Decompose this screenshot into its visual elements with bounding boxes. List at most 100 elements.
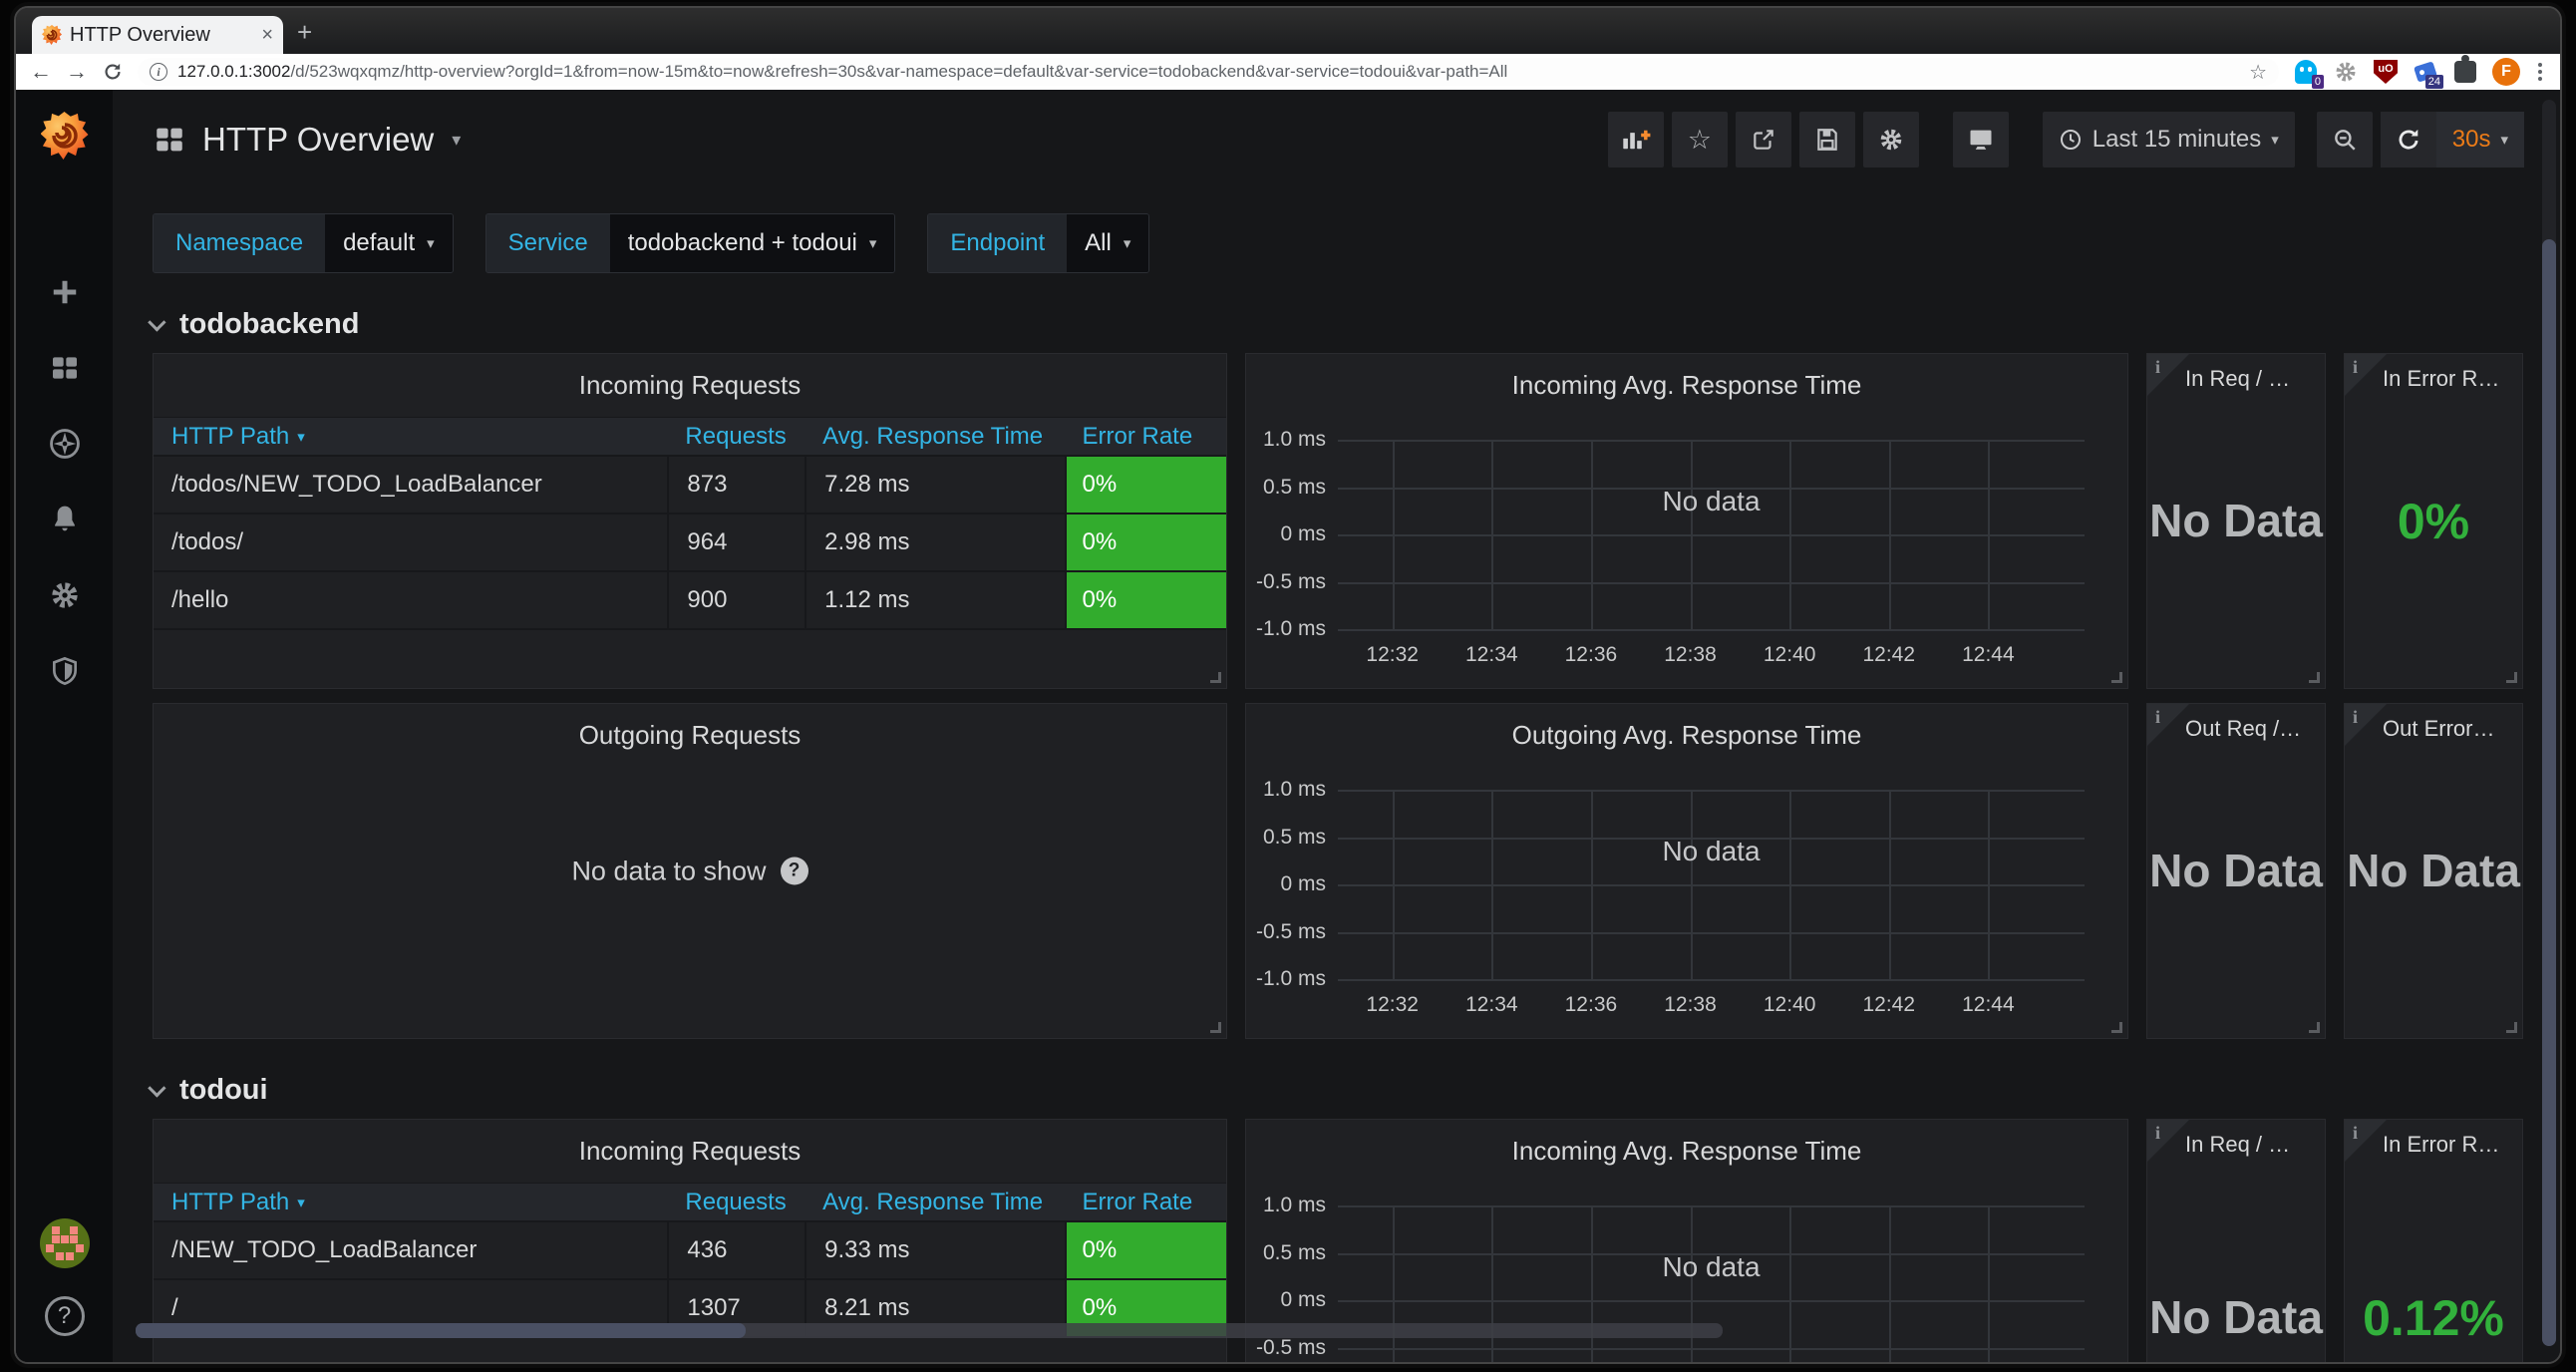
panel-in-error-rate-todoui[interactable]: i In Error R… 0.12%: [2344, 1119, 2523, 1362]
endpoint-value[interactable]: All▾: [1067, 214, 1148, 272]
panel-incoming-requests-todobackend[interactable]: Incoming Requests HTTP Path▾ Requests Av…: [153, 353, 1227, 689]
sidebar: ?: [16, 90, 113, 1362]
browser-tab[interactable]: HTTP Overview ×: [32, 16, 283, 54]
profile-avatar[interactable]: F: [2492, 58, 2520, 86]
dashboard-title-group[interactable]: HTTP Overview ▾: [153, 121, 461, 159]
sidebar-create-icon[interactable]: [48, 275, 82, 309]
namespace-filter[interactable]: Namespace default▾: [153, 213, 454, 273]
panel-outgoing-requests-todobackend[interactable]: Outgoing Requests No data to show ?: [153, 703, 1227, 1039]
panel-resize-handle[interactable]: [2309, 672, 2320, 683]
endpoint-filter[interactable]: Endpoint All▾: [927, 213, 1149, 273]
forward-icon[interactable]: →: [66, 61, 88, 83]
sidebar-server-admin-icon[interactable]: [48, 654, 82, 688]
zoom-out-button[interactable]: [2317, 112, 2373, 168]
reload-icon[interactable]: [102, 61, 124, 83]
panel-resize-handle[interactable]: [1210, 1022, 1221, 1033]
browser-menu-icon[interactable]: [2534, 63, 2546, 81]
vertical-scrollbar-thumb[interactable]: [2542, 239, 2556, 1346]
panel-out-error-todobackend[interactable]: i Out Error… No Data: [2344, 703, 2523, 1039]
user-avatar[interactable]: [40, 1218, 90, 1268]
tab-close-icon[interactable]: ×: [261, 25, 273, 45]
save-dashboard-button[interactable]: [1799, 112, 1855, 168]
column-header-avg-response-time[interactable]: Avg. Response Time: [805, 418, 1064, 455]
panel-out-req-todobackend[interactable]: i Out Req /… No Data: [2146, 703, 2326, 1039]
share-dashboard-button[interactable]: [1736, 112, 1791, 168]
chart-plot-area[interactable]: 1.0 ms 0.5 ms 0 ms -0.5 ms -1.0 ms 12:32…: [1338, 790, 2085, 979]
column-header-avg-response-time[interactable]: Avg. Response Time: [805, 1184, 1064, 1220]
panel-resize-handle[interactable]: [2111, 1022, 2122, 1033]
new-tab-button[interactable]: +: [297, 17, 312, 48]
column-header-http-path[interactable]: HTTP Path▾: [154, 418, 667, 455]
panel-info-corner[interactable]: [2147, 354, 2189, 396]
refresh-button[interactable]: [2381, 112, 2436, 168]
panel-resize-handle[interactable]: [2111, 672, 2122, 683]
sidebar-dashboards-icon[interactable]: [48, 351, 82, 385]
help-circle-icon[interactable]: ?: [781, 858, 808, 885]
panel-resize-handle[interactable]: [2506, 1022, 2517, 1033]
refresh-interval-picker[interactable]: 30s ▾: [2436, 112, 2524, 168]
sidebar-explore-icon[interactable]: [48, 427, 82, 461]
cell-error-rate: 0%: [1065, 572, 1226, 628]
panel-title[interactable]: Incoming Requests: [154, 354, 1226, 401]
ublock-extension-icon[interactable]: uO: [2373, 59, 2399, 85]
column-header-requests[interactable]: Requests: [667, 1184, 805, 1220]
panel-title[interactable]: In Error R…: [2383, 366, 2516, 392]
panel-info-corner[interactable]: [2147, 1120, 2189, 1162]
panel-title[interactable]: Incoming Requests: [154, 1120, 1226, 1167]
panel-incoming-avg-response-time-todobackend[interactable]: Incoming Avg. Response Time 1.0 ms 0.5 m…: [1245, 353, 2128, 689]
panel-title[interactable]: In Req / …: [2185, 366, 2319, 392]
cell-http-path: /todos/NEW_TODO_LoadBalancer: [154, 457, 667, 513]
panel-resize-handle[interactable]: [2309, 1022, 2320, 1033]
column-header-error-rate[interactable]: Error Rate: [1065, 1184, 1226, 1220]
panel-title[interactable]: Incoming Avg. Response Time: [1246, 1120, 2127, 1167]
table-row: /hello 900 1.12 ms 0%: [154, 572, 1226, 630]
panel-in-error-rate-todobackend[interactable]: i In Error R… 0%: [2344, 353, 2523, 689]
ghostery-extension-icon[interactable]: 0: [2293, 59, 2319, 85]
panel-title[interactable]: In Req / …: [2185, 1132, 2319, 1158]
panel-info-corner[interactable]: [2345, 704, 2387, 746]
y-axis-tick: 1.0 ms: [1263, 1194, 1326, 1217]
tag-extension-icon[interactable]: 24: [2413, 59, 2438, 85]
column-header-http-path[interactable]: HTTP Path▾: [154, 1184, 667, 1220]
panel-title[interactable]: Incoming Avg. Response Time: [1246, 354, 2127, 401]
help-icon[interactable]: ?: [45, 1296, 85, 1336]
horizontal-scrollbar-thumb[interactable]: [136, 1323, 746, 1338]
panel-info-corner[interactable]: [2345, 1120, 2387, 1162]
panel-info-corner[interactable]: [2345, 354, 2387, 396]
back-icon[interactable]: ←: [30, 61, 52, 83]
section-todoui[interactable]: todoui: [153, 1067, 2524, 1113]
panel-title[interactable]: Outgoing Requests: [154, 704, 1226, 751]
column-header-error-rate[interactable]: Error Rate: [1065, 418, 1226, 455]
extensions-puzzle-icon[interactable]: [2452, 59, 2478, 85]
add-panel-button[interactable]: [1608, 112, 1664, 168]
url-bar[interactable]: i 127.0.0.1:3002/d/523wqxqmz/http-overvi…: [138, 58, 2279, 86]
dashboard-settings-button[interactable]: [1863, 112, 1919, 168]
bookmark-star-icon[interactable]: ☆: [2249, 60, 2267, 85]
panel-resize-handle[interactable]: [1210, 672, 1221, 683]
sidebar-configuration-icon[interactable]: [48, 578, 82, 612]
panel-title[interactable]: In Error R…: [2383, 1132, 2516, 1158]
panel-title[interactable]: Out Error…: [2383, 716, 2516, 742]
panel-in-req-todoui[interactable]: i In Req / … No Data: [2146, 1119, 2326, 1362]
panel-title[interactable]: Out Req /…: [2185, 716, 2319, 742]
chart-plot-area[interactable]: 1.0 ms 0.5 ms 0 ms -0.5 ms -1.0 ms 12:32…: [1338, 440, 2085, 629]
url-text: 127.0.0.1:3002/d/523wqxqmz/http-overview…: [177, 62, 1507, 82]
star-dashboard-button[interactable]: ☆: [1672, 112, 1728, 168]
chart-plot-area[interactable]: 1.0 ms 0.5 ms 0 ms -0.5 ms -1.0 ms No da…: [1338, 1205, 2085, 1362]
grafana-logo-icon[interactable]: [41, 112, 89, 160]
section-todobackend[interactable]: todobackend: [153, 301, 2524, 347]
page-info-icon[interactable]: i: [150, 63, 167, 81]
cycle-view-mode-button[interactable]: [1953, 112, 2009, 168]
panel-title[interactable]: Outgoing Avg. Response Time: [1246, 704, 2127, 751]
sidebar-alerting-icon[interactable]: [48, 503, 82, 536]
time-range-picker[interactable]: Last 15 minutes ▾: [2043, 112, 2295, 168]
panel-outgoing-avg-response-time-todobackend[interactable]: Outgoing Avg. Response Time 1.0 ms 0.5 m…: [1245, 703, 2128, 1039]
namespace-value[interactable]: default▾: [325, 214, 453, 272]
column-header-requests[interactable]: Requests: [667, 418, 805, 455]
panel-resize-handle[interactable]: [2506, 672, 2517, 683]
gear-extension-icon[interactable]: [2333, 59, 2359, 85]
panel-in-req-todobackend[interactable]: i In Req / … No Data: [2146, 353, 2326, 689]
panel-info-corner[interactable]: [2147, 704, 2189, 746]
service-value[interactable]: todobackend + todoui▾: [610, 214, 895, 272]
service-filter[interactable]: Service todobackend + todoui▾: [485, 213, 896, 273]
